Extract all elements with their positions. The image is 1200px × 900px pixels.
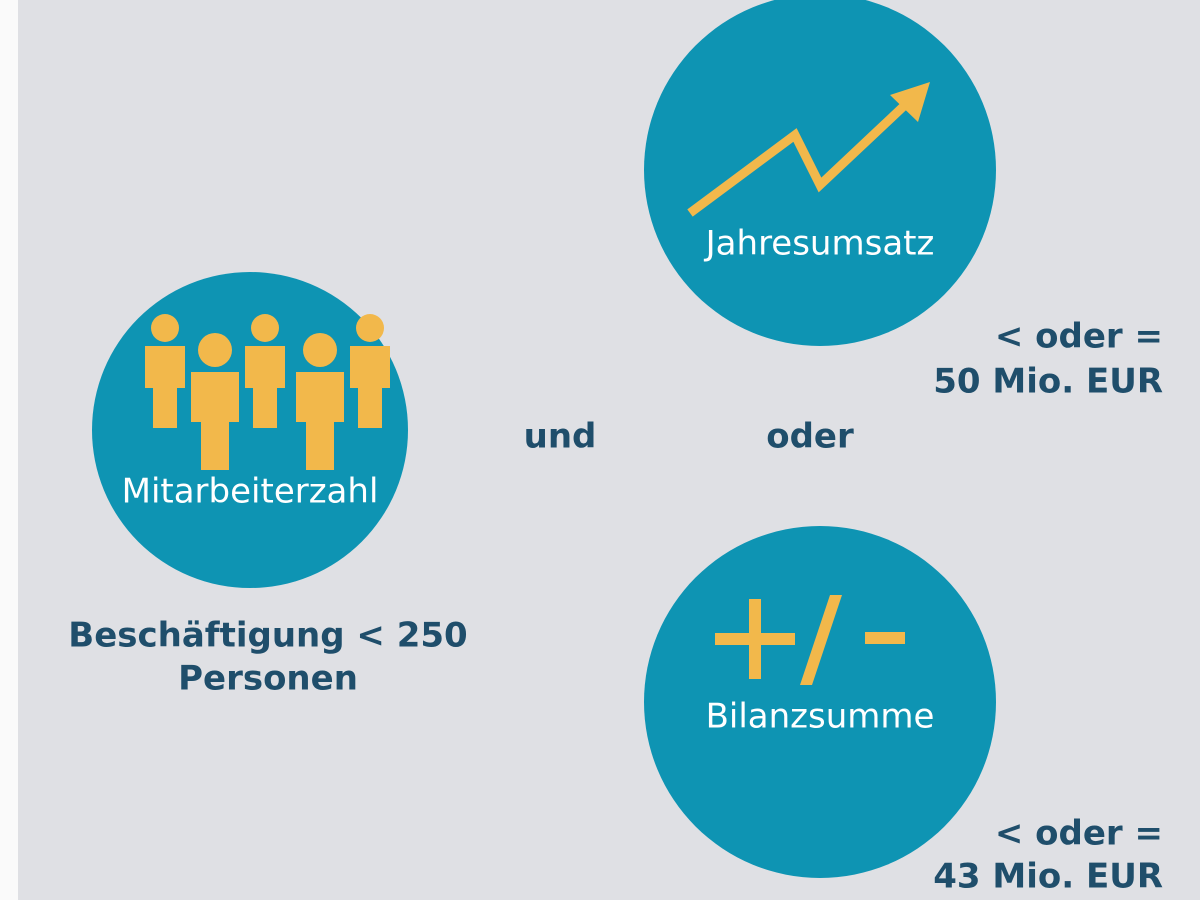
- plus-minus-icon: [715, 595, 905, 685]
- connector: oder: [766, 417, 854, 457]
- condition: < oder =: [995, 814, 1163, 854]
- circle-turnover: [644, 0, 996, 346]
- condition: 43 Mio. EUR: [933, 857, 1163, 897]
- condition: 50 Mio. EUR: [933, 362, 1163, 402]
- node-label: Mitarbeiterzahl: [122, 472, 379, 512]
- condition: Personen: [178, 659, 358, 699]
- condition: < oder =: [995, 317, 1163, 357]
- node-label: Bilanzsumme: [706, 697, 935, 737]
- connector: und: [524, 417, 597, 457]
- trend-arrow-icon: [687, 82, 930, 217]
- node-label: Jahresumsatz: [704, 224, 935, 264]
- circle-balance: [644, 526, 996, 878]
- condition: Beschäftigung < 250: [68, 616, 467, 656]
- left-edge: [0, 0, 18, 900]
- people-icon: [145, 314, 390, 470]
